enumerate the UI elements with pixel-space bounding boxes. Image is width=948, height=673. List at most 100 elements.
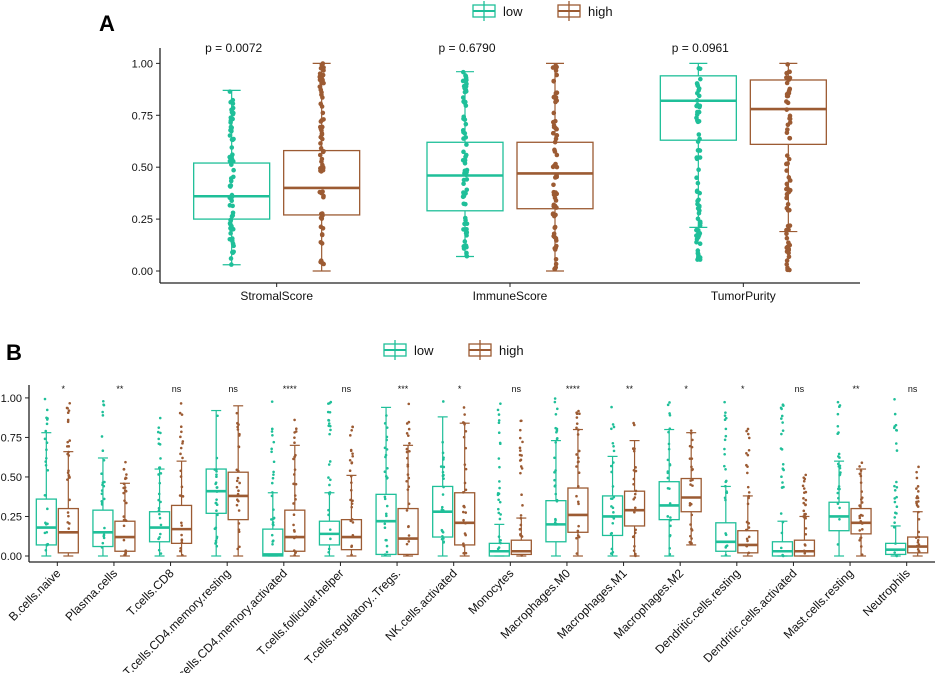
data-point-low (329, 400, 333, 404)
y-tick-label: 0.25 (1, 511, 22, 523)
data-point-low (441, 440, 444, 444)
data-point-high (348, 469, 352, 473)
data-point-high (318, 101, 324, 107)
data-point-high (68, 401, 72, 405)
data-point-low (893, 398, 896, 401)
data-point-low (497, 419, 501, 422)
data-point-low (383, 470, 387, 474)
data-point-high (294, 498, 297, 501)
data-point-low (227, 89, 233, 94)
data-point-high (235, 503, 239, 507)
data-point-low (270, 430, 274, 433)
data-point-high (690, 465, 693, 469)
data-point-high (293, 553, 296, 557)
data-point-high (235, 485, 239, 489)
data-point-low (668, 401, 671, 404)
data-point-high (553, 257, 559, 262)
data-point-high (550, 130, 556, 136)
data-point-high (860, 501, 864, 504)
data-point-high (577, 502, 580, 506)
data-point-high (802, 479, 806, 483)
data-point-low (159, 472, 163, 475)
data-point-low (383, 495, 387, 499)
data-point-high (181, 442, 184, 445)
data-point-low (101, 414, 105, 417)
data-point-low (442, 400, 445, 403)
data-point-high (122, 482, 126, 486)
significance-label: ns (342, 384, 352, 394)
data-point-high (858, 538, 861, 542)
data-point-high (785, 246, 791, 252)
data-point-high (405, 447, 409, 451)
data-point-high (575, 416, 579, 419)
data-point-low (44, 429, 48, 433)
data-point-low (609, 532, 613, 536)
data-point-low (610, 405, 613, 409)
data-point-low (385, 426, 389, 429)
data-point-low (45, 408, 49, 412)
data-point-low (328, 483, 331, 487)
data-point-high (784, 262, 790, 267)
data-point-high (317, 71, 323, 76)
significance-label: ** (853, 384, 861, 394)
data-point-low (229, 262, 234, 267)
data-point-low (328, 432, 331, 436)
data-point-high (804, 527, 808, 530)
x-tick-label: Neutrophils (860, 566, 913, 619)
data-point-high (858, 472, 862, 476)
data-point-low (893, 497, 897, 500)
data-point-high (237, 509, 241, 512)
data-point-low (780, 448, 784, 451)
data-point-low (230, 250, 236, 256)
box-high (516, 141, 594, 210)
data-point-low (462, 239, 468, 244)
data-point-high (464, 551, 468, 555)
data-point-low (837, 452, 841, 456)
data-point-low (696, 167, 701, 172)
data-point-high (292, 457, 295, 461)
data-point-high (802, 476, 806, 479)
data-point-high (802, 497, 805, 500)
data-point-low (697, 148, 703, 153)
data-point-high (803, 512, 806, 516)
data-point-high (349, 449, 353, 453)
data-point-low (460, 69, 466, 75)
data-point-low (43, 397, 47, 401)
data-point-low (270, 494, 274, 498)
data-point-high (552, 234, 558, 240)
data-point-high (859, 481, 863, 484)
data-point-high (519, 471, 522, 475)
data-point-low (270, 427, 274, 431)
data-point-high (405, 509, 409, 512)
data-point-high (235, 479, 239, 483)
data-point-high (859, 536, 862, 540)
data-point-high (633, 531, 637, 535)
data-point-high (66, 418, 70, 422)
data-point-high (858, 516, 862, 520)
data-point-high (179, 425, 183, 428)
data-point-high (553, 191, 559, 197)
data-point-high (124, 460, 127, 464)
data-point-low (158, 466, 161, 469)
data-point-low (612, 444, 615, 448)
data-point-low (158, 535, 161, 539)
data-point-low (836, 412, 840, 416)
data-point-low (724, 468, 727, 471)
data-point-low (553, 521, 557, 524)
data-point-high (688, 501, 692, 505)
data-point-low (327, 508, 330, 512)
data-point-high (784, 70, 789, 76)
data-point-low (159, 500, 162, 504)
data-point-low (723, 438, 727, 442)
data-point-high (551, 123, 557, 128)
data-point-low (103, 526, 106, 530)
data-point-low (463, 121, 469, 127)
data-point-low (327, 476, 330, 479)
legend-label-low: low (414, 343, 434, 358)
x-tick-label: T.cells.CD4.memory.resting (120, 566, 233, 673)
data-point-high (180, 533, 183, 537)
data-point-high (67, 527, 71, 530)
data-point-high (690, 528, 694, 532)
data-point-high (632, 468, 636, 472)
data-point-low (159, 431, 162, 435)
